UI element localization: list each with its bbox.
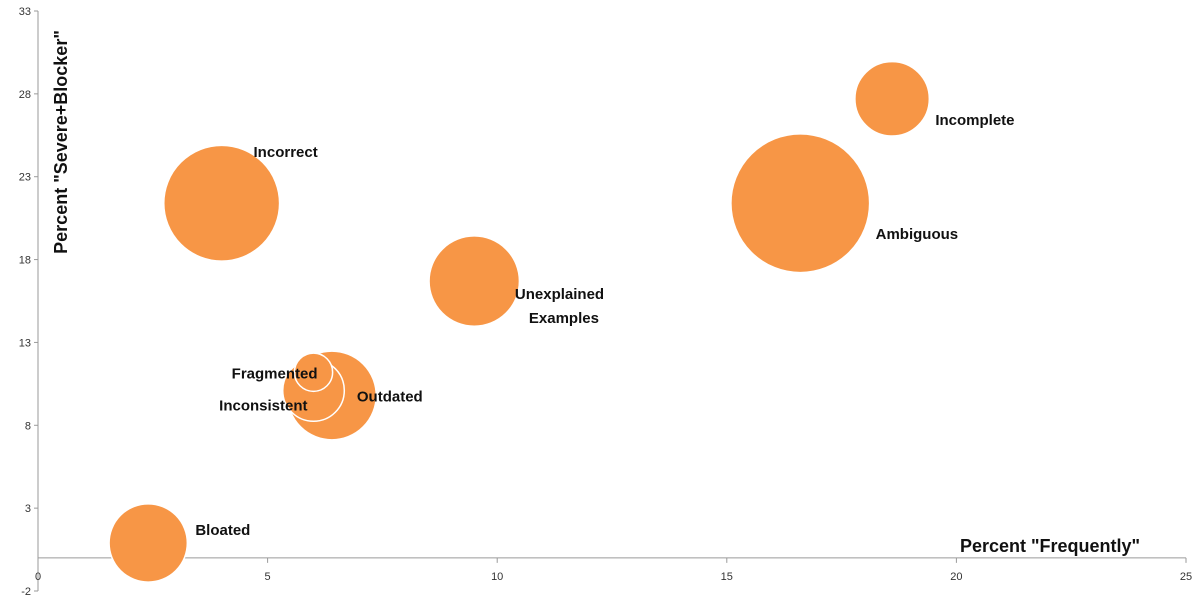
bubble-label: Inconsistent <box>219 397 307 414</box>
x-tick-label: 15 <box>721 571 733 583</box>
x-tick-label: 25 <box>1180 571 1192 583</box>
bubble-ambiguous <box>730 133 871 274</box>
y-tick-label: 13 <box>19 337 31 349</box>
bubble-bloated <box>108 503 189 583</box>
x-tick-label: 5 <box>265 571 271 583</box>
bubble-label: Bloated <box>195 522 250 539</box>
y-tick-label: 28 <box>19 89 31 101</box>
y-axis-title: Percent "Severe+Blocker" <box>51 30 71 254</box>
bubble-label: Incomplete <box>935 112 1014 129</box>
x-axis-title: Percent "Frequently" <box>960 536 1140 556</box>
y-tick-label: 33 <box>19 6 31 18</box>
x-tick-label: 0 <box>35 571 41 583</box>
bubble-fragmented <box>293 352 334 393</box>
y-tick-label: 8 <box>25 420 31 432</box>
y-tick-label: 23 <box>19 172 31 184</box>
bubble-incorrect <box>163 144 281 262</box>
y-tick-label: 3 <box>25 503 31 515</box>
bubble-label: Fragmented <box>232 365 318 382</box>
y-tick-label: -2 <box>21 586 31 598</box>
bubble-labels: Incomplete Ambiguous Incorrect Unexplained E… <box>195 112 1014 539</box>
x-tick-label: 10 <box>491 571 503 583</box>
x-tick-label: 20 <box>950 571 962 583</box>
bubble-label: Ambiguous <box>876 226 959 243</box>
bubble-incomplete <box>854 60 931 137</box>
bubbles <box>108 60 931 583</box>
bubble-label: Unexplained Examples <box>515 286 604 327</box>
bubble-label: Incorrect <box>254 144 318 161</box>
axes: -2 3 8 13 18 23 28 33 0 5 10 15 20 25 <box>19 6 1192 598</box>
bubble-label: Outdated <box>357 388 423 405</box>
y-tick-label: 18 <box>19 255 31 267</box>
bubble-unexplained-examples <box>428 235 521 328</box>
